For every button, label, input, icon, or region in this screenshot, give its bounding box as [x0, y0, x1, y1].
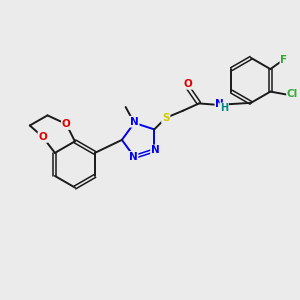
Text: F: F [280, 55, 287, 65]
Text: O: O [184, 79, 192, 89]
Text: H: H [220, 103, 228, 113]
Text: S: S [162, 113, 169, 123]
Text: Cl: Cl [287, 89, 298, 100]
Text: N: N [129, 152, 137, 162]
Text: N: N [215, 99, 224, 109]
Text: O: O [62, 119, 70, 129]
Text: N: N [130, 117, 139, 127]
Text: N: N [151, 146, 160, 155]
Text: O: O [38, 132, 47, 142]
